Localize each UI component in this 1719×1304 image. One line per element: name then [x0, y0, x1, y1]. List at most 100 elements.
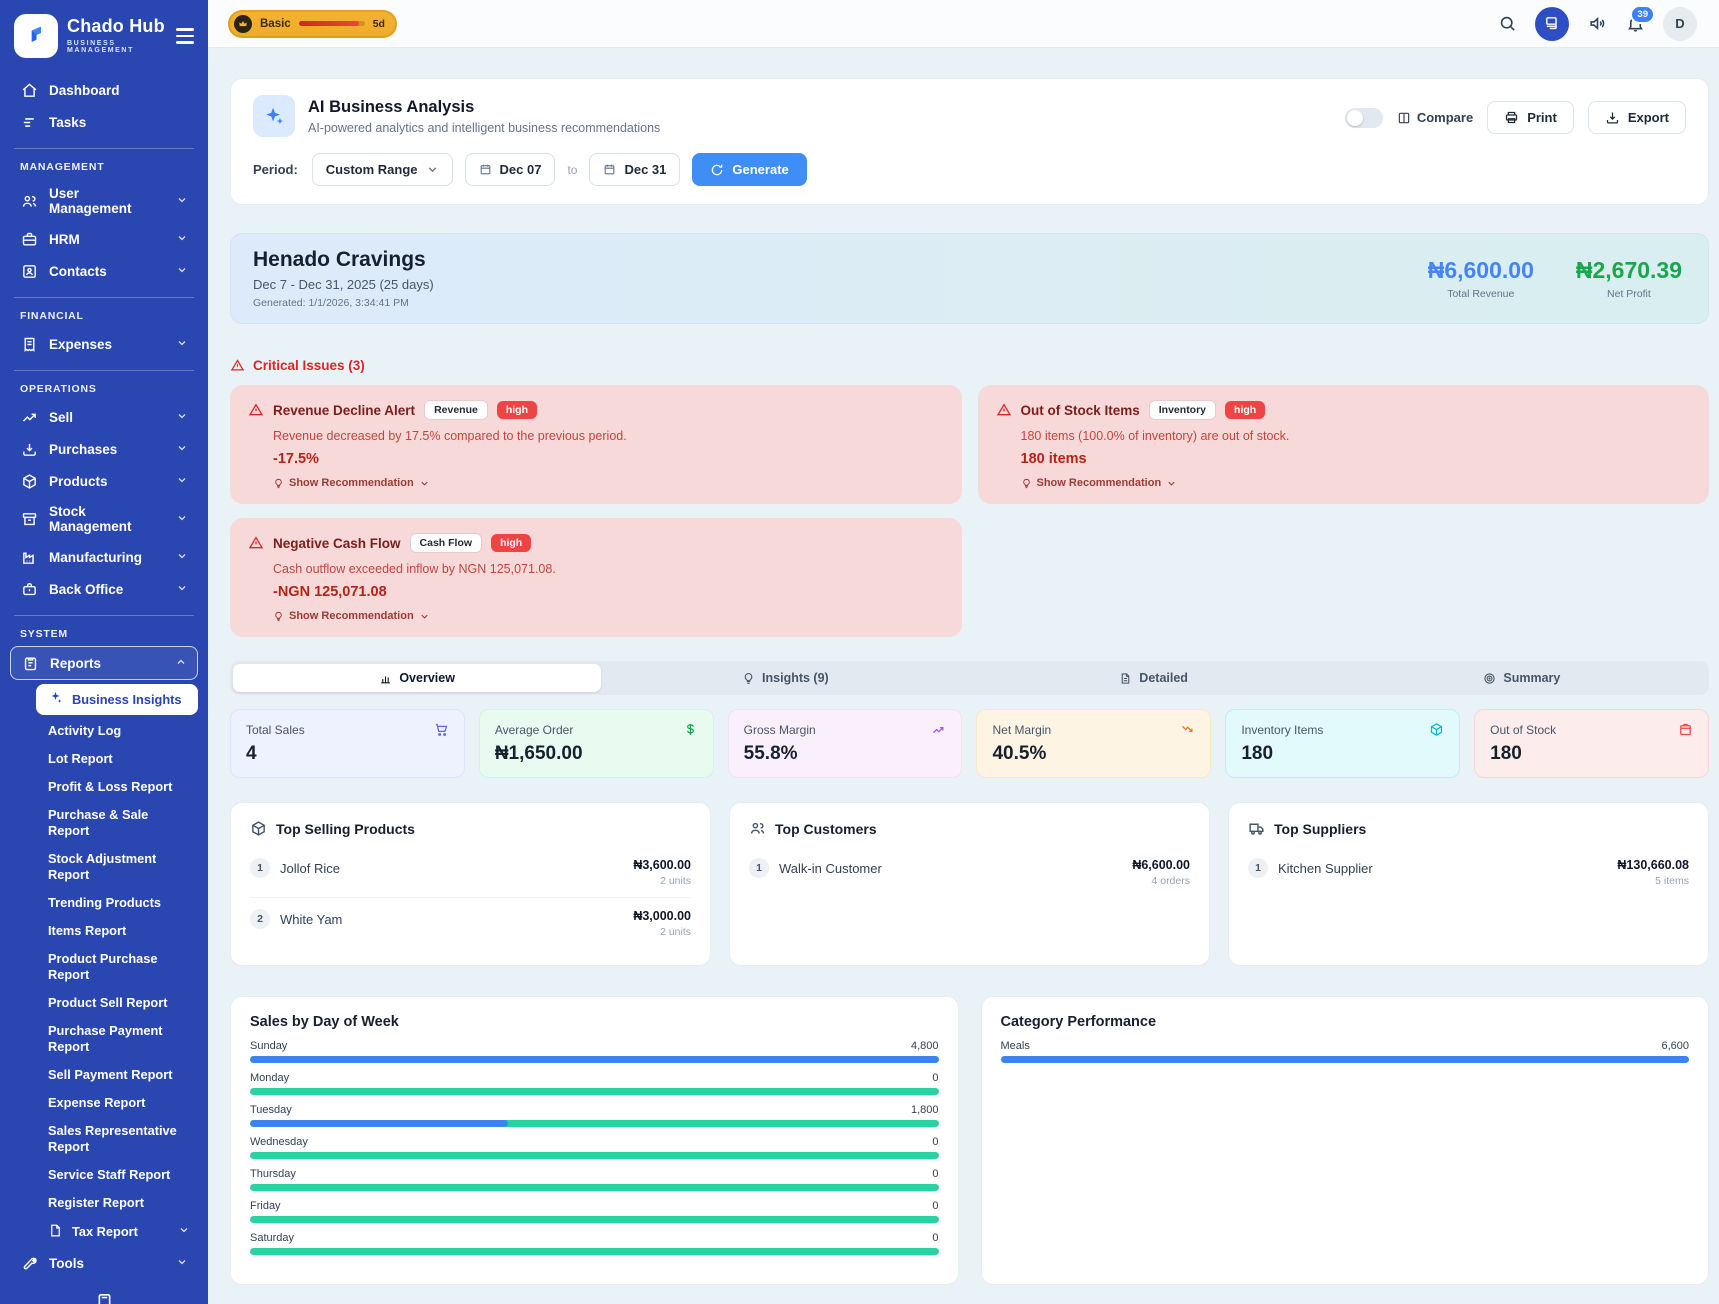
bar-fill	[250, 1120, 508, 1127]
critical-issues-grid: Revenue Decline Alert Revenue high Reven…	[230, 385, 1709, 637]
date-from-input[interactable]: Dec 07	[465, 153, 556, 186]
factory-icon	[20, 548, 38, 566]
bar-chart-icon	[379, 672, 392, 685]
plan-badge[interactable]: Basic 5d	[228, 10, 397, 38]
app-name: Chado Hub	[67, 17, 165, 37]
issue-value: -17.5%	[273, 451, 944, 467]
issue-severity-badge: high	[497, 401, 537, 419]
show-recommendation-link[interactable]: Show Recommendation	[1021, 477, 1692, 489]
sidebar-item-hrm[interactable]: HRM	[10, 223, 198, 255]
sidebar-item-tasks[interactable]: Tasks	[10, 106, 198, 138]
sidebar-item-products[interactable]: Products	[10, 465, 198, 497]
trend-down-icon	[1180, 722, 1195, 737]
sidebar-item-purchase-payment-report[interactable]: Purchase Payment Report	[36, 1017, 198, 1061]
sidebar-item-label: Sell	[49, 410, 73, 425]
chevron-down-icon	[176, 1256, 188, 1271]
period-range-select[interactable]: Custom Range	[312, 153, 453, 186]
sidebar-item-expense-report[interactable]: Expense Report	[36, 1089, 198, 1117]
search-icon[interactable]	[1497, 14, 1517, 34]
generate-button[interactable]: Generate	[692, 153, 806, 186]
compare-control[interactable]: Compare	[1397, 110, 1473, 125]
sidebar-item-business-insights[interactable]: Business Insights	[36, 684, 198, 715]
issue-severity-badge: high	[491, 534, 531, 552]
show-recommendation-link[interactable]: Show Recommendation	[273, 477, 944, 489]
sidebar-item-purchase-sale-report[interactable]: Purchase & Sale Report	[36, 801, 198, 845]
avatar[interactable]: D	[1663, 7, 1697, 41]
dollar-icon	[683, 722, 698, 737]
sidebar-item-dashboard[interactable]: Dashboard	[10, 74, 198, 106]
tab-insights[interactable]: Insights (9)	[601, 664, 969, 692]
bar-fill	[250, 1056, 939, 1063]
sidebar-item-stock-management[interactable]: Stock Management	[10, 497, 198, 541]
bar-row: Friday0	[250, 1200, 939, 1223]
sidebar-item-sell-payment-report[interactable]: Sell Payment Report	[36, 1061, 198, 1089]
bar-row: Saturday0	[250, 1232, 939, 1255]
sidebar-item-manufacturing[interactable]: Manufacturing	[10, 541, 198, 573]
sidebar-item-tools[interactable]: Tools	[10, 1248, 198, 1280]
sidebar-item-product-purchase-report[interactable]: Product Purchase Report	[36, 945, 198, 989]
pos-terminal-button[interactable]	[1535, 7, 1569, 41]
sidebar-item-label: User Management	[49, 186, 165, 216]
sidebar-item-product-sell-report[interactable]: Product Sell Report	[36, 989, 198, 1017]
export-button[interactable]: Export	[1588, 101, 1686, 134]
bar-row: Sunday4,800	[250, 1040, 939, 1063]
calculator-icon[interactable]	[95, 1292, 114, 1304]
sidebar-item-trending-products[interactable]: Trending Products	[36, 889, 198, 917]
report-summary-banner: Henado Cravings Dec 7 - Dec 31, 2025 (25…	[230, 233, 1709, 324]
sidebar-item-sales-representative-report[interactable]: Sales Representative Report	[36, 1117, 198, 1161]
sidebar-item-reports[interactable]: Reports	[10, 646, 198, 680]
sidebar-item-service-staff-report[interactable]: Service Staff Report	[36, 1161, 198, 1189]
sidebar-item-stock-adjustment-report[interactable]: Stock Adjustment Report	[36, 845, 198, 889]
trend-up-icon	[20, 408, 38, 426]
tab-overview[interactable]: Overview	[233, 664, 601, 692]
section-title-management: MANAGEMENT	[10, 157, 198, 179]
topbar: Basic 5d 39 D	[208, 0, 1719, 48]
sidebar-item-user-management[interactable]: User Management	[10, 179, 198, 223]
date-to-input[interactable]: Dec 31	[589, 153, 680, 186]
app-tagline: BUSINESS MANAGEMENT	[67, 40, 165, 55]
issue-card-out-of-stock: Out of Stock Items Inventory high 180 it…	[978, 385, 1710, 504]
sidebar-item-back-office[interactable]: Back Office	[10, 573, 198, 605]
notifications-bell[interactable]: 39	[1625, 14, 1645, 34]
metric-cards: Total Sales 4 Average Order ₦1,650.00 Gr…	[230, 709, 1709, 778]
show-recommendation-link[interactable]: Show Recommendation	[273, 610, 944, 622]
tab-detailed[interactable]: Detailed	[970, 664, 1338, 692]
compare-toggle[interactable]	[1345, 108, 1383, 128]
sidebar-item-profit-loss-report[interactable]: Profit & Loss Report	[36, 773, 198, 801]
sidebar-item-lot-report[interactable]: Lot Report	[36, 745, 198, 773]
speaker-icon[interactable]	[1587, 14, 1607, 34]
bar-row: Wednesday0	[250, 1136, 939, 1159]
issue-description: Cash outflow exceeded inflow by NGN 125,…	[273, 562, 944, 576]
issue-severity-badge: high	[1225, 401, 1265, 419]
sales-by-day-chart: Sales by Day of Week Sunday4,800 Monday0…	[230, 996, 959, 1285]
sidebar-item-sell[interactable]: Sell	[10, 401, 198, 433]
tasks-icon	[20, 113, 38, 131]
sidebar-item-contacts[interactable]: Contacts	[10, 255, 198, 287]
plan-name: Basic	[260, 18, 291, 30]
bar-track	[250, 1056, 939, 1063]
tax-doc-icon	[48, 1223, 63, 1242]
out-of-stock-icon	[1678, 722, 1693, 737]
rank-badge: 1	[749, 858, 769, 878]
sidebar-item-activity-log[interactable]: Activity Log	[36, 717, 198, 745]
ai-analysis-card: AI Business Analysis AI-powered analytic…	[230, 78, 1709, 205]
sidebar-item-expenses[interactable]: Expenses	[10, 328, 198, 360]
tab-summary[interactable]: Summary	[1338, 664, 1706, 692]
chevron-down-icon	[176, 410, 188, 425]
sidebar-item-items-report[interactable]: Items Report	[36, 917, 198, 945]
sidebar-item-tax-report[interactable]: Tax Report	[36, 1217, 198, 1248]
sidebar-item-purchases[interactable]: Purchases	[10, 433, 198, 465]
issue-category-badge: Inventory	[1149, 400, 1216, 420]
print-button[interactable]: Print	[1487, 101, 1574, 134]
chevron-down-icon	[176, 512, 188, 527]
menu-toggle-icon[interactable]	[174, 26, 196, 45]
net-profit-value: ₦2,670.39	[1576, 257, 1682, 284]
list-item: 1 Walk-in Customer ₦6,600.00 4 orders	[749, 851, 1190, 897]
critical-issues-header: Critical Issues (3)	[230, 358, 1709, 373]
sidebar-item-register-report[interactable]: Register Report	[36, 1189, 198, 1217]
report-period: Dec 7 - Dec 31, 2025 (25 days)	[253, 277, 434, 292]
bar-track	[250, 1120, 939, 1127]
bar-track	[250, 1088, 939, 1095]
top-selling-products-card: Top Selling Products 1 Jollof Rice ₦3,60…	[230, 802, 711, 966]
warning-triangle-icon	[996, 402, 1012, 418]
